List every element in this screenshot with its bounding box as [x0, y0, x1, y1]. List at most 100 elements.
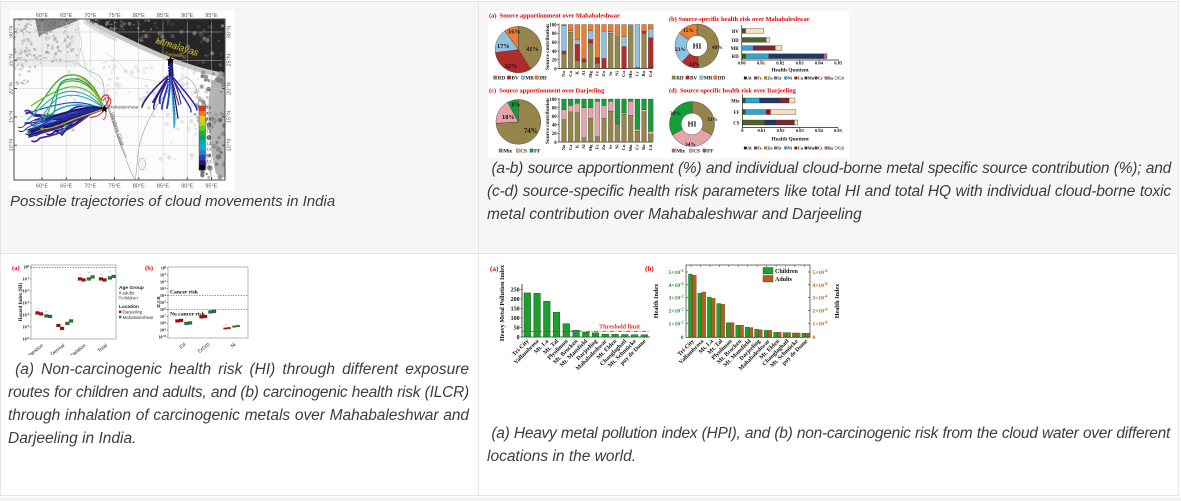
- svg-text:10-6: 10-6: [23, 336, 30, 341]
- svg-text:Na: Na: [561, 70, 566, 76]
- svg-text:Cr: Cr: [635, 145, 640, 150]
- svg-text:20°N: 20°N: [227, 82, 233, 95]
- svg-text:Ba: Ba: [828, 76, 834, 81]
- svg-text:20°N: 20°N: [9, 82, 15, 95]
- svg-text:Fe: Fe: [595, 71, 600, 76]
- svg-text:95°E: 95°E: [205, 184, 217, 190]
- svg-text:0.03: 0.03: [796, 128, 805, 133]
- svg-text:(c) Source apportionment over: (c) Source apportionment over Darjeeling: [489, 88, 605, 95]
- svg-text:0: 0: [812, 335, 815, 341]
- svg-text:(b) Source-specific health ris: (b) Source-specific health risk over Mah…: [669, 16, 810, 23]
- svg-text:1.2: 1.2: [207, 142, 212, 146]
- svg-text:95°E: 95°E: [205, 13, 217, 19]
- svg-text:Source contribution: Source contribution: [545, 98, 551, 144]
- svg-text:DD: DD: [732, 39, 739, 44]
- svg-text:(a): (a): [490, 265, 499, 273]
- svg-text:Fe: Fe: [595, 145, 600, 150]
- svg-text:Fe: Fe: [757, 146, 762, 151]
- svg-text:10-2: 10-2: [23, 288, 30, 293]
- svg-text:85°E: 85°E: [157, 13, 169, 19]
- svg-text:0.0: 0.0: [207, 166, 212, 170]
- svg-text:0.01: 0.01: [757, 128, 766, 133]
- svg-text:5×10-4: 5×10-4: [812, 268, 828, 276]
- svg-text:BV: BV: [690, 76, 697, 82]
- svg-text:15%: 15%: [683, 28, 694, 34]
- svg-text:No cancer risk: No cancer risk: [170, 312, 206, 318]
- svg-text:RD: RD: [676, 76, 684, 82]
- svg-text:13%: 13%: [689, 62, 700, 68]
- svg-text:0.01: 0.01: [757, 61, 766, 66]
- svg-text:Heavy Metal Pollution Index: Heavy Metal Pollution Index: [499, 264, 506, 341]
- svg-text:Cr: Cr: [818, 76, 823, 81]
- svg-text:60°E: 60°E: [36, 13, 48, 19]
- svg-text:1×10-2: 1×10-2: [669, 319, 684, 327]
- svg-text:Zn: Zn: [601, 144, 606, 150]
- svg-text:90°E: 90°E: [181, 184, 193, 190]
- svg-text:Ba: Ba: [641, 70, 646, 76]
- svg-text:0.02: 0.02: [776, 61, 785, 66]
- svg-text:Cd: Cd: [838, 76, 844, 81]
- svg-text:CS: CS: [520, 149, 527, 155]
- svg-text:3×10-2: 3×10-2: [669, 294, 684, 302]
- svg-text:DD: DD: [718, 76, 726, 82]
- svg-text:Darjeeling: Darjeeling: [165, 51, 187, 59]
- svg-text:10-4: 10-4: [23, 312, 30, 317]
- svg-text:Mn: Mn: [628, 71, 633, 78]
- svg-text:Al: Al: [747, 76, 752, 81]
- svg-text:90°E: 90°E: [181, 13, 193, 19]
- svg-text:40: 40: [552, 50, 557, 55]
- svg-text:30°N: 30°N: [9, 26, 15, 39]
- svg-text:Mix: Mix: [503, 149, 512, 155]
- svg-text:1×10-4: 1×10-4: [812, 319, 828, 327]
- svg-text:10-3: 10-3: [160, 287, 167, 291]
- svg-text:10-1: 10-1: [160, 273, 167, 277]
- svg-text:Mg: Mg: [588, 144, 593, 151]
- svg-text:80°E: 80°E: [133, 184, 145, 190]
- svg-text:0: 0: [554, 67, 557, 72]
- svg-text:0: 0: [681, 335, 684, 341]
- svg-text:50: 50: [514, 326, 520, 332]
- svg-text:Ca: Ca: [568, 70, 573, 76]
- svg-text:Darjeeling: Darjeeling: [123, 310, 143, 315]
- svg-text:41%: 41%: [526, 46, 539, 53]
- svg-text:32%: 32%: [505, 63, 518, 70]
- svg-text:74%: 74%: [524, 128, 538, 135]
- svg-text:HI: HI: [688, 120, 697, 129]
- svg-text:70°E: 70°E: [84, 184, 96, 190]
- svg-text:Cr: Cr: [635, 71, 640, 76]
- svg-text:49%: 49%: [712, 45, 723, 51]
- svg-text:Mn: Mn: [808, 146, 815, 151]
- svg-text:Threshold limit: Threshold limit: [599, 324, 641, 331]
- svg-text:Ni: Ni: [788, 76, 793, 81]
- svg-text:75°E: 75°E: [108, 13, 120, 19]
- svg-text:2×10-2: 2×10-2: [669, 307, 684, 315]
- svg-text:60: 60: [552, 41, 557, 46]
- svg-text:Al: Al: [581, 70, 586, 75]
- svg-text:Source contribution: Source contribution: [545, 24, 551, 70]
- svg-text:60: 60: [552, 115, 557, 120]
- svg-text:K: K: [575, 71, 580, 75]
- svg-text:0.3: 0.3: [207, 160, 212, 164]
- svg-text:(b): (b): [145, 265, 153, 272]
- svg-text:100: 100: [549, 23, 557, 28]
- svg-text:70°E: 70°E: [84, 13, 96, 19]
- svg-text:100: 100: [161, 266, 167, 270]
- svg-text:MR: MR: [525, 76, 534, 82]
- svg-text:(a) Source apportionment over: (a) Source apportionment over Mahabalesh…: [489, 13, 620, 20]
- svg-text:children: children: [122, 295, 138, 300]
- svg-text:Cd: Cd: [838, 146, 844, 151]
- svg-text:Cd: Cd: [178, 342, 187, 351]
- svg-text:80: 80: [552, 106, 557, 111]
- svg-text:Cd: Cd: [648, 144, 653, 150]
- svg-text:CS: CS: [733, 121, 739, 126]
- svg-text:RD: RD: [732, 55, 739, 60]
- svg-text:5×10-2: 5×10-2: [669, 268, 684, 276]
- svg-text:Mahabaleshwar: Mahabaleshwar: [109, 105, 139, 110]
- svg-text:DD: DD: [539, 76, 547, 82]
- svg-text:Cu: Cu: [621, 71, 626, 77]
- svg-text:0.04: 0.04: [815, 128, 824, 133]
- svg-text:adults: adults: [122, 290, 135, 295]
- svg-text:(a): (a): [12, 265, 20, 272]
- svg-text:Cr: Cr: [818, 146, 823, 151]
- svg-text:FF: FF: [707, 149, 713, 155]
